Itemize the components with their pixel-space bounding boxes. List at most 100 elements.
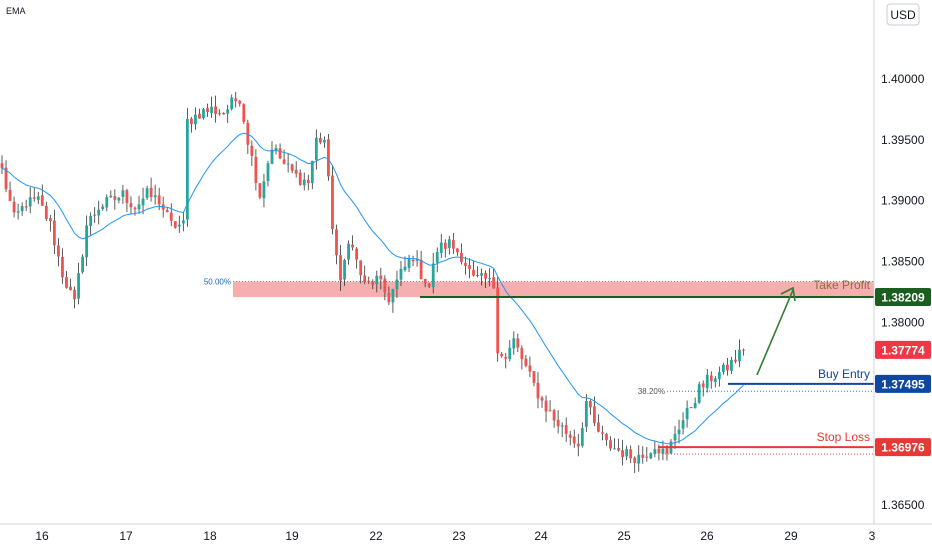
candle [367, 276, 371, 284]
candle [391, 288, 395, 313]
candle [323, 136, 326, 148]
take-profit-zone [233, 281, 874, 297]
svg-text:1.36976: 1.36976 [881, 441, 925, 455]
candle [464, 256, 467, 275]
candle [173, 221, 177, 229]
candle [290, 163, 294, 174]
candle [488, 268, 492, 287]
candle [508, 340, 512, 362]
fib-38-label: 38.20% [638, 387, 665, 396]
candle [270, 141, 274, 165]
candle [500, 352, 504, 358]
time-tick-label: 17 [119, 529, 133, 543]
candle [609, 436, 612, 451]
svg-text:1.37495: 1.37495 [881, 377, 925, 391]
candle [649, 452, 653, 460]
candle [16, 203, 20, 220]
fib-50-label: 50.00% [204, 278, 231, 287]
candle [633, 456, 637, 474]
candle [653, 440, 657, 458]
candle [121, 184, 125, 204]
candle [210, 96, 213, 118]
candle [61, 248, 64, 284]
candle [226, 104, 230, 124]
candle [57, 238, 60, 267]
time-tick-label: 24 [534, 529, 548, 543]
price-tick-label: 1.39000 [881, 194, 925, 208]
candle [492, 269, 496, 289]
candle [302, 172, 306, 191]
candle [266, 160, 270, 187]
time-tick-label: 26 [700, 529, 714, 543]
candle [339, 245, 342, 292]
candle [327, 133, 330, 181]
indicator-label[interactable]: EMA [6, 6, 26, 16]
candle [347, 240, 350, 265]
stop-loss-price-badge: 1.36976 [875, 438, 931, 457]
candle [28, 187, 32, 214]
candle [435, 247, 439, 273]
candle [258, 183, 262, 199]
candle [580, 422, 584, 448]
candle [318, 132, 322, 145]
candle [48, 214, 52, 232]
price-axis[interactable]: 1.40000 1.39500 1.39000 1.38500 1.38000 1.365… [881, 72, 925, 512]
candle [742, 348, 745, 356]
candle [44, 201, 48, 221]
time-tick-label: 23 [452, 529, 466, 543]
last-price-badge: 1.37774 [875, 340, 931, 359]
candle [721, 362, 725, 375]
candle [113, 189, 117, 210]
buy-entry-label: Buy Entry [818, 367, 870, 381]
candle [613, 438, 616, 450]
candle [286, 153, 290, 173]
candle [52, 209, 56, 254]
candle [165, 207, 169, 213]
currency-button-label: USD [890, 8, 916, 22]
candle [399, 260, 403, 287]
candle [177, 215, 181, 233]
svg-text:1.38209: 1.38209 [881, 290, 925, 304]
candle [597, 414, 600, 433]
candle [73, 286, 76, 309]
candle [24, 199, 28, 211]
candle [254, 149, 258, 191]
candle [153, 184, 157, 205]
candle [451, 233, 455, 254]
candle [20, 202, 24, 216]
candle [423, 278, 427, 288]
candle [419, 250, 423, 280]
candle [250, 140, 254, 166]
candle [306, 174, 310, 191]
time-axis[interactable]: 16 17 18 19 22 23 24 25 26 29 3 [35, 529, 875, 543]
candle [8, 181, 12, 202]
time-tick-label: 16 [35, 529, 49, 543]
candle [230, 94, 234, 111]
candle [387, 286, 391, 306]
candle [427, 282, 431, 289]
candle [202, 107, 205, 120]
candle [81, 254, 84, 274]
candle [105, 194, 109, 212]
time-tick-label: 3 [869, 529, 876, 543]
candle [661, 440, 665, 461]
time-tick-label: 22 [369, 529, 383, 543]
buy-entry-price-badge: 1.37495 [875, 374, 931, 393]
candle [294, 161, 298, 178]
candle [625, 445, 629, 461]
candle [246, 119, 250, 155]
candle [218, 109, 222, 116]
candle [32, 187, 36, 202]
candle [564, 417, 568, 442]
candle [0, 155, 4, 174]
candle [726, 358, 729, 376]
time-tick-label: 19 [285, 529, 299, 543]
candle [363, 265, 367, 285]
arrow-head [780, 286, 796, 302]
stop-loss-label: Stop Loss [817, 430, 870, 444]
price-tick-label: 1.36500 [881, 498, 925, 512]
candle [169, 203, 173, 227]
currency-button[interactable]: USD [886, 3, 920, 26]
